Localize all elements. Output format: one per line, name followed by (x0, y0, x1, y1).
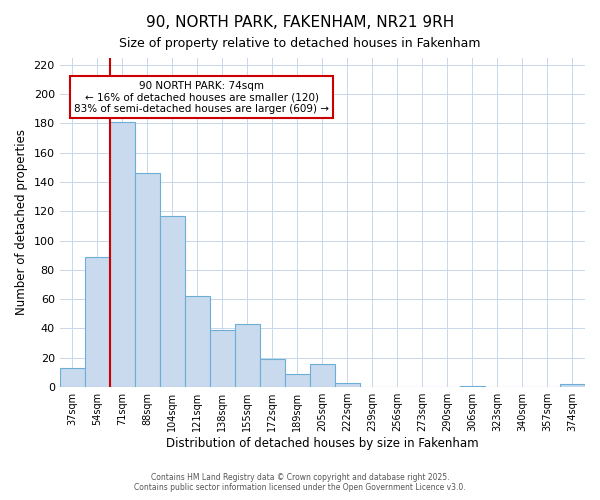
Bar (310, 364, 335, 387)
Bar (560, 384, 585, 387)
Bar (110, 122, 135, 387)
Text: 90, NORTH PARK, FAKENHAM, NR21 9RH: 90, NORTH PARK, FAKENHAM, NR21 9RH (146, 15, 454, 30)
Bar (460, 386, 485, 387)
Bar (160, 216, 185, 387)
Text: 90 NORTH PARK: 74sqm
← 16% of detached houses are smaller (120)
83% of semi-deta: 90 NORTH PARK: 74sqm ← 16% of detached h… (74, 80, 329, 114)
Bar (285, 374, 310, 387)
Bar (335, 382, 360, 387)
Bar (185, 296, 210, 387)
Bar (135, 173, 160, 387)
Text: Size of property relative to detached houses in Fakenham: Size of property relative to detached ho… (119, 38, 481, 51)
Bar (59, 368, 85, 387)
Bar (85, 256, 110, 387)
Bar (235, 324, 260, 387)
Bar (260, 360, 285, 387)
Text: Contains HM Land Registry data © Crown copyright and database right 2025.
Contai: Contains HM Land Registry data © Crown c… (134, 473, 466, 492)
Bar (210, 330, 235, 387)
X-axis label: Distribution of detached houses by size in Fakenham: Distribution of detached houses by size … (166, 437, 479, 450)
Y-axis label: Number of detached properties: Number of detached properties (15, 130, 28, 316)
